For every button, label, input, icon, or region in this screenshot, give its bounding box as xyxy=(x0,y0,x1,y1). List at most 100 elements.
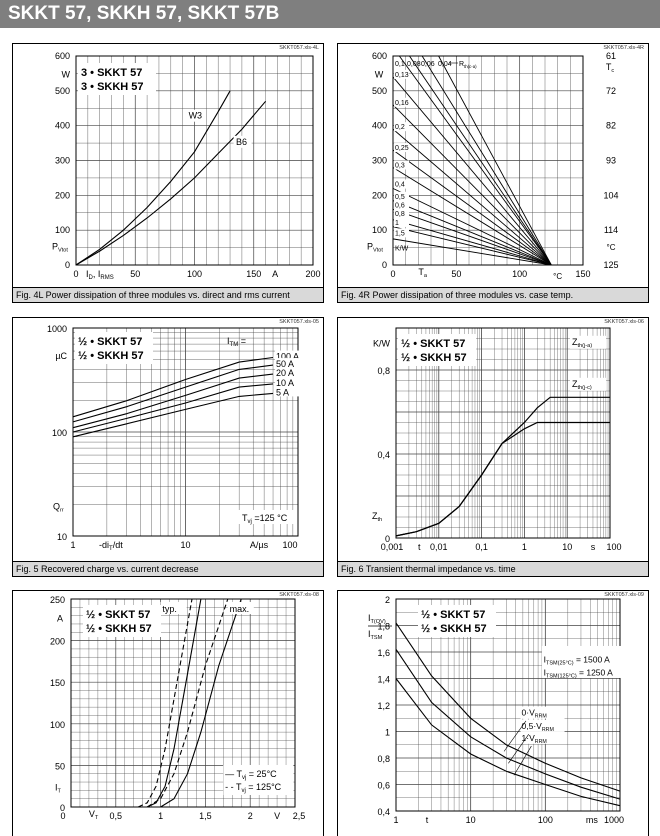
legend-bg xyxy=(83,605,161,637)
x-axis-label: -diT/dt xyxy=(99,540,123,552)
rth-label: 0,3 xyxy=(395,162,405,169)
plot-frame xyxy=(395,327,611,539)
series-typ 25°C xyxy=(146,598,202,808)
legend-bg xyxy=(75,332,153,364)
y-tick-label: 10 xyxy=(57,532,67,542)
x-tick-label: 1 xyxy=(158,811,163,821)
rth-line xyxy=(392,219,552,266)
rth-line xyxy=(438,55,552,266)
x-tick-label: 100 xyxy=(187,269,202,279)
y-tick-label: 2 xyxy=(385,595,390,605)
figure-file-label: SKKT057.xls-09 xyxy=(604,592,644,598)
rth-line xyxy=(392,104,552,266)
x-tick-label: 0,1 xyxy=(475,542,488,552)
max-label: max. xyxy=(230,604,250,614)
right-tick-label: 82 xyxy=(606,121,616,131)
x-tick-label: 0,5 xyxy=(110,811,123,821)
rth-label: 0,16 xyxy=(395,100,409,107)
right-tick-label: 72 xyxy=(606,86,616,96)
legend-bg xyxy=(78,63,156,95)
rth-line xyxy=(392,200,552,266)
rth-label: 0,4 xyxy=(395,182,405,189)
x-unit: ms xyxy=(586,815,598,825)
plot-frame xyxy=(70,598,296,808)
x-tick-label: 1 xyxy=(70,540,75,550)
leader-line xyxy=(513,745,532,776)
vrrm-bg xyxy=(520,719,565,732)
rth-label: 0,13 xyxy=(395,72,409,79)
y-unit: W xyxy=(62,69,71,79)
y-axis-label: Qrr xyxy=(53,501,64,513)
header-bar: SKKT 57, SKKH 57, SKKT 57B xyxy=(0,0,660,28)
y-tick-label: 100 xyxy=(52,428,67,438)
x-tick-label: 1,5 xyxy=(199,811,212,821)
x-axis-label: ID, IRMS xyxy=(86,269,114,281)
x-axis-label: VT xyxy=(89,809,99,821)
right-tick-label: 114 xyxy=(604,225,618,235)
x-axis-label: t xyxy=(426,815,429,825)
x-tick-label: 100 xyxy=(538,815,553,825)
vrrm-label: 1·VRRM xyxy=(522,733,547,745)
tvj-bg xyxy=(238,510,294,524)
y-tick-label: 300 xyxy=(55,156,70,166)
plot-frame xyxy=(392,55,584,266)
rth-label-bg xyxy=(394,209,409,219)
x-axis-label: Ta xyxy=(418,267,428,279)
y-tick-label: 1,8 xyxy=(377,622,390,632)
series-50 A xyxy=(72,364,274,423)
x-tick-label: 100 xyxy=(606,542,621,552)
figure-4r: 0 100 200 300 400 500 600 W PVtot 0 50 100 150 Ta °C 12… xyxy=(337,43,649,303)
x-tick-label: 0 xyxy=(390,269,395,279)
y-axis-label: PVtot xyxy=(367,242,383,254)
current-label: 5 A xyxy=(276,387,289,397)
y-unit: A xyxy=(57,613,63,623)
rth-label: 1 xyxy=(395,220,399,227)
rth-line xyxy=(392,208,552,266)
x-tick-label: 1 xyxy=(522,542,527,552)
legend-entry: ½ • SKKH 57 xyxy=(421,623,487,635)
rth-label-bg xyxy=(394,179,409,189)
rth-line xyxy=(392,149,552,266)
figure-file-label: SKKT057.xls-4L xyxy=(279,45,319,51)
series-typ 125°C xyxy=(137,598,193,808)
series-100 A xyxy=(72,356,274,418)
rth-label: 0,25 xyxy=(395,145,409,152)
series-20 A xyxy=(72,373,274,429)
x-unit: V xyxy=(274,811,280,821)
x-tick-label: 150 xyxy=(575,269,590,279)
rth-label: 0,5 xyxy=(395,194,405,201)
y-tick-label: 0 xyxy=(385,534,390,544)
y-tick-label: 0,8 xyxy=(377,366,390,376)
x-tick-label: 2 xyxy=(248,811,253,821)
y-axis-label: Zth xyxy=(372,511,382,523)
rth-label: 0,1 xyxy=(395,61,405,68)
curve-label: Zth(j-a) xyxy=(572,337,592,349)
y-tick-label: 250 xyxy=(50,595,65,605)
right-tick-label: 61 xyxy=(606,51,616,61)
y-tick-label: 500 xyxy=(372,86,387,96)
rth-line xyxy=(392,226,552,266)
rth-label-bg xyxy=(394,200,409,210)
y-tick-label: 0 xyxy=(382,260,387,270)
vrrm-label: 0,5·VRRM xyxy=(522,721,554,733)
right-unit: °C xyxy=(607,243,616,252)
y-tick-label: 1000 xyxy=(47,324,67,334)
rth-label-bg xyxy=(394,228,409,238)
y-tick-label: 1,2 xyxy=(377,701,390,711)
figure-9-chart: 0,4 0,6 0,8 1 1,2 1,4 1,6 1,8 2 IT(OV) ITSM 1 10 100 1… xyxy=(368,595,632,825)
rth-label-bg xyxy=(394,122,409,132)
page-title: SKKT 57, SKKH 57, SKKT 57B xyxy=(8,3,280,24)
figure-4r-chart: 0 100 200 300 400 500 600 W PVtot 0 50 100 150 Ta °C 12… xyxy=(367,51,619,281)
figure-file-label: SKKT057.xls-06 xyxy=(604,319,644,325)
series-Zth(j-a) xyxy=(395,396,610,537)
y-tick-label: 0,4 xyxy=(377,807,390,817)
rth-axis-label: Rth(c-a) xyxy=(459,61,477,69)
legend-entry: ½ • SKKT 57 xyxy=(78,336,142,348)
x-unit: s xyxy=(591,542,596,552)
figure-5: 10 100 1000 µC Qrr 1 10 100 -diT/dt A/µs 100 A 50 A… xyxy=(12,317,324,577)
y-tick-label: 600 xyxy=(372,51,387,61)
rth-label-bg xyxy=(394,191,409,201)
x-axis-label: t xyxy=(418,542,421,552)
